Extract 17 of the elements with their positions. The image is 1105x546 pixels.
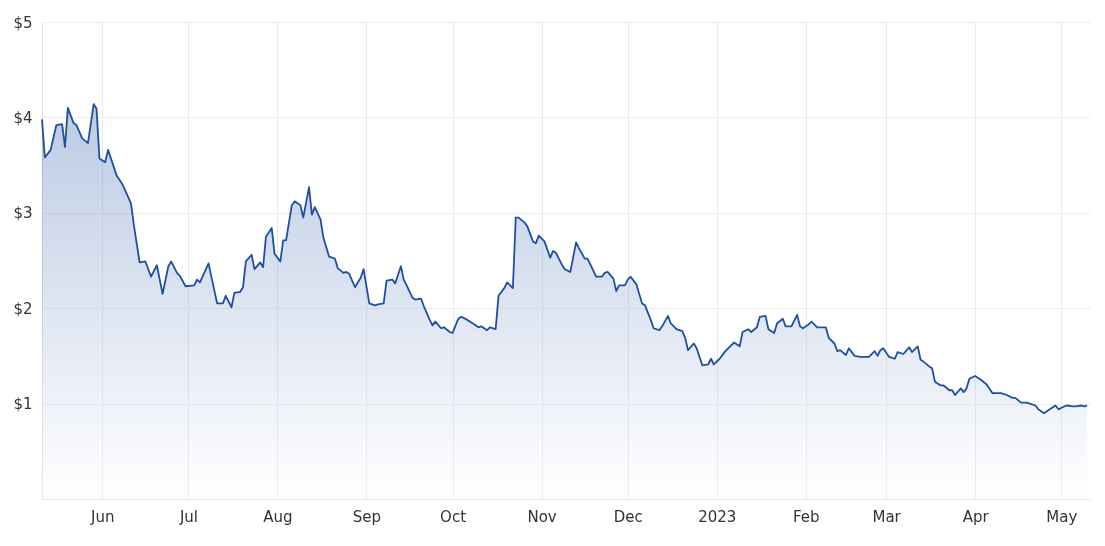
y-tick-label: $1 (13, 395, 33, 414)
x-tick-label: Mar (872, 507, 902, 526)
y-tick-label: $2 (13, 299, 33, 318)
x-tick-label: Oct (440, 507, 467, 526)
y-tick-label: $4 (13, 108, 33, 127)
x-tick-label: 2023 (698, 507, 737, 526)
x-tick-label: Sep (352, 507, 382, 526)
x-tick-label: Dec (613, 507, 643, 526)
x-tick-label: May (1046, 507, 1078, 526)
x-tick-label: Apr (962, 507, 990, 526)
x-tick-label: Jul (178, 507, 198, 526)
x-tick-label: Feb (792, 507, 820, 526)
x-tick-label: Nov (527, 507, 557, 526)
x-tick-label: Jun (90, 507, 115, 526)
x-tick-label: Aug (263, 507, 293, 526)
y-tick-label: $3 (13, 204, 33, 223)
y-tick-label: $5 (13, 13, 33, 32)
